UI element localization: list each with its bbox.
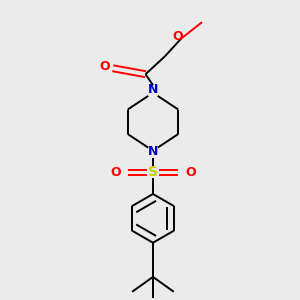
Text: O: O	[99, 60, 110, 73]
Text: S: S	[148, 165, 158, 179]
Text: O: O	[172, 30, 183, 43]
Text: N: N	[148, 145, 158, 158]
Text: O: O	[110, 166, 121, 179]
Text: N: N	[148, 83, 158, 96]
Text: O: O	[185, 166, 196, 179]
